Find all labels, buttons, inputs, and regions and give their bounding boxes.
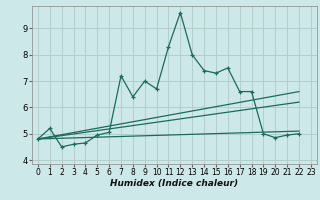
X-axis label: Humidex (Indice chaleur): Humidex (Indice chaleur) <box>110 179 238 188</box>
